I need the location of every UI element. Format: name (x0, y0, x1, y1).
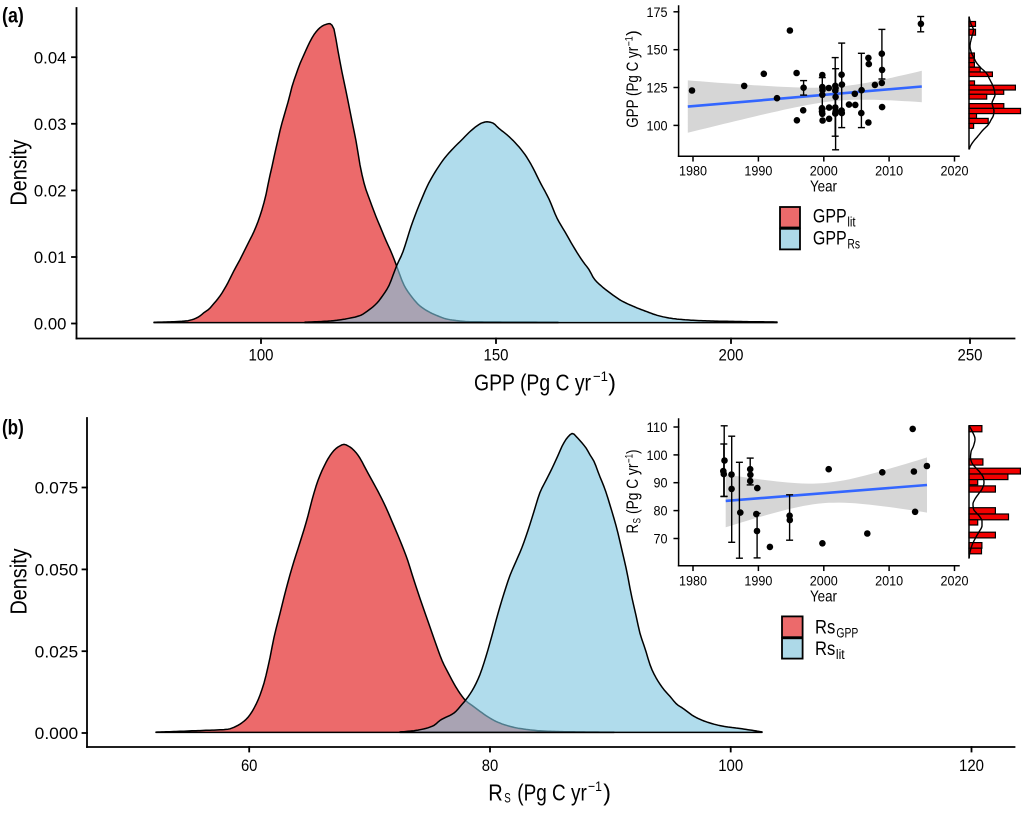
svg-text:80: 80 (482, 756, 499, 775)
svg-text:): ) (603, 780, 611, 806)
svg-text:1990: 1990 (744, 163, 772, 179)
svg-text:(Pg C yr: (Pg C yr (624, 463, 642, 514)
svg-text:Density: Density (6, 139, 32, 205)
svg-text:2020: 2020 (941, 573, 969, 589)
svg-text:175: 175 (647, 4, 668, 20)
svg-text:Year: Year (810, 588, 838, 605)
svg-text:−1: −1 (624, 36, 636, 46)
svg-text:90: 90 (654, 475, 668, 491)
svg-text:0.075: 0.075 (35, 479, 79, 498)
svg-text:0.050: 0.050 (35, 561, 79, 580)
svg-text:1980: 1980 (679, 163, 707, 179)
svg-text:Density: Density (6, 548, 32, 614)
svg-text:−1: −1 (588, 779, 602, 795)
svg-text:100: 100 (718, 756, 743, 775)
svg-text:2010: 2010 (875, 573, 903, 589)
svg-text:R: R (488, 780, 503, 806)
svg-text:GPP: GPP (836, 626, 858, 641)
svg-text:0.03: 0.03 (34, 115, 67, 134)
svg-text:GPP (Pg C yr: GPP (Pg C yr (624, 46, 642, 127)
svg-text:250: 250 (958, 346, 983, 365)
svg-text:2000: 2000 (810, 163, 838, 179)
svg-text:0.02: 0.02 (34, 182, 67, 201)
svg-text:0.00: 0.00 (34, 315, 67, 334)
svg-text:): ) (608, 370, 616, 396)
svg-text:100: 100 (647, 117, 668, 133)
svg-text:0.000: 0.000 (35, 724, 79, 743)
svg-text:−1: −1 (593, 369, 608, 385)
svg-text:0.04: 0.04 (34, 48, 67, 67)
svg-text:Rs: Rs (815, 639, 835, 660)
svg-text:125: 125 (647, 80, 668, 96)
svg-text:Year: Year (810, 179, 838, 196)
svg-text:S: S (504, 791, 511, 807)
svg-text:R: R (624, 524, 642, 534)
svg-text:0.01: 0.01 (34, 248, 67, 267)
svg-text:2010: 2010 (875, 163, 903, 179)
svg-text:GPP: GPP (813, 228, 847, 249)
svg-text:80: 80 (654, 503, 668, 519)
svg-text:): ) (624, 450, 642, 455)
svg-text:2020: 2020 (941, 163, 969, 179)
svg-text:−1: −1 (624, 454, 636, 463)
svg-text:150: 150 (484, 346, 509, 365)
svg-text:150: 150 (647, 42, 668, 58)
svg-text:lit: lit (847, 215, 855, 230)
svg-text:S: S (632, 518, 644, 524)
svg-text:): ) (624, 30, 642, 36)
svg-text:60: 60 (241, 756, 258, 775)
svg-text:(b): (b) (2, 417, 24, 440)
svg-text:1990: 1990 (744, 573, 772, 589)
svg-text:1980: 1980 (679, 573, 707, 589)
svg-text:2000: 2000 (810, 573, 838, 589)
svg-text:Rs: Rs (815, 617, 835, 638)
svg-text:120: 120 (959, 756, 984, 775)
svg-text:(Pg C yr: (Pg C yr (517, 780, 587, 806)
svg-text:GPP (Pg C yr: GPP (Pg C yr (474, 370, 591, 396)
svg-text:0.025: 0.025 (35, 642, 79, 661)
svg-text:lit: lit (836, 647, 845, 662)
svg-text:70: 70 (654, 530, 668, 546)
svg-text:100: 100 (647, 447, 668, 463)
svg-text:GPP: GPP (813, 207, 847, 228)
svg-text:(a): (a) (2, 5, 24, 28)
svg-text:110: 110 (647, 419, 668, 435)
svg-text:Rs: Rs (847, 237, 860, 252)
svg-text:100: 100 (249, 346, 274, 365)
svg-text:200: 200 (719, 346, 744, 365)
